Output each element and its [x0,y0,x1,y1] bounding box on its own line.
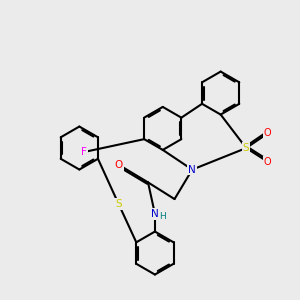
Text: O: O [264,128,272,138]
Text: S: S [115,199,122,209]
Text: H: H [159,212,166,221]
Text: F: F [81,147,87,157]
Text: S: S [243,143,250,153]
Text: N: N [151,209,159,219]
Text: N: N [188,165,196,175]
Text: O: O [115,160,123,170]
Text: O: O [264,157,272,167]
